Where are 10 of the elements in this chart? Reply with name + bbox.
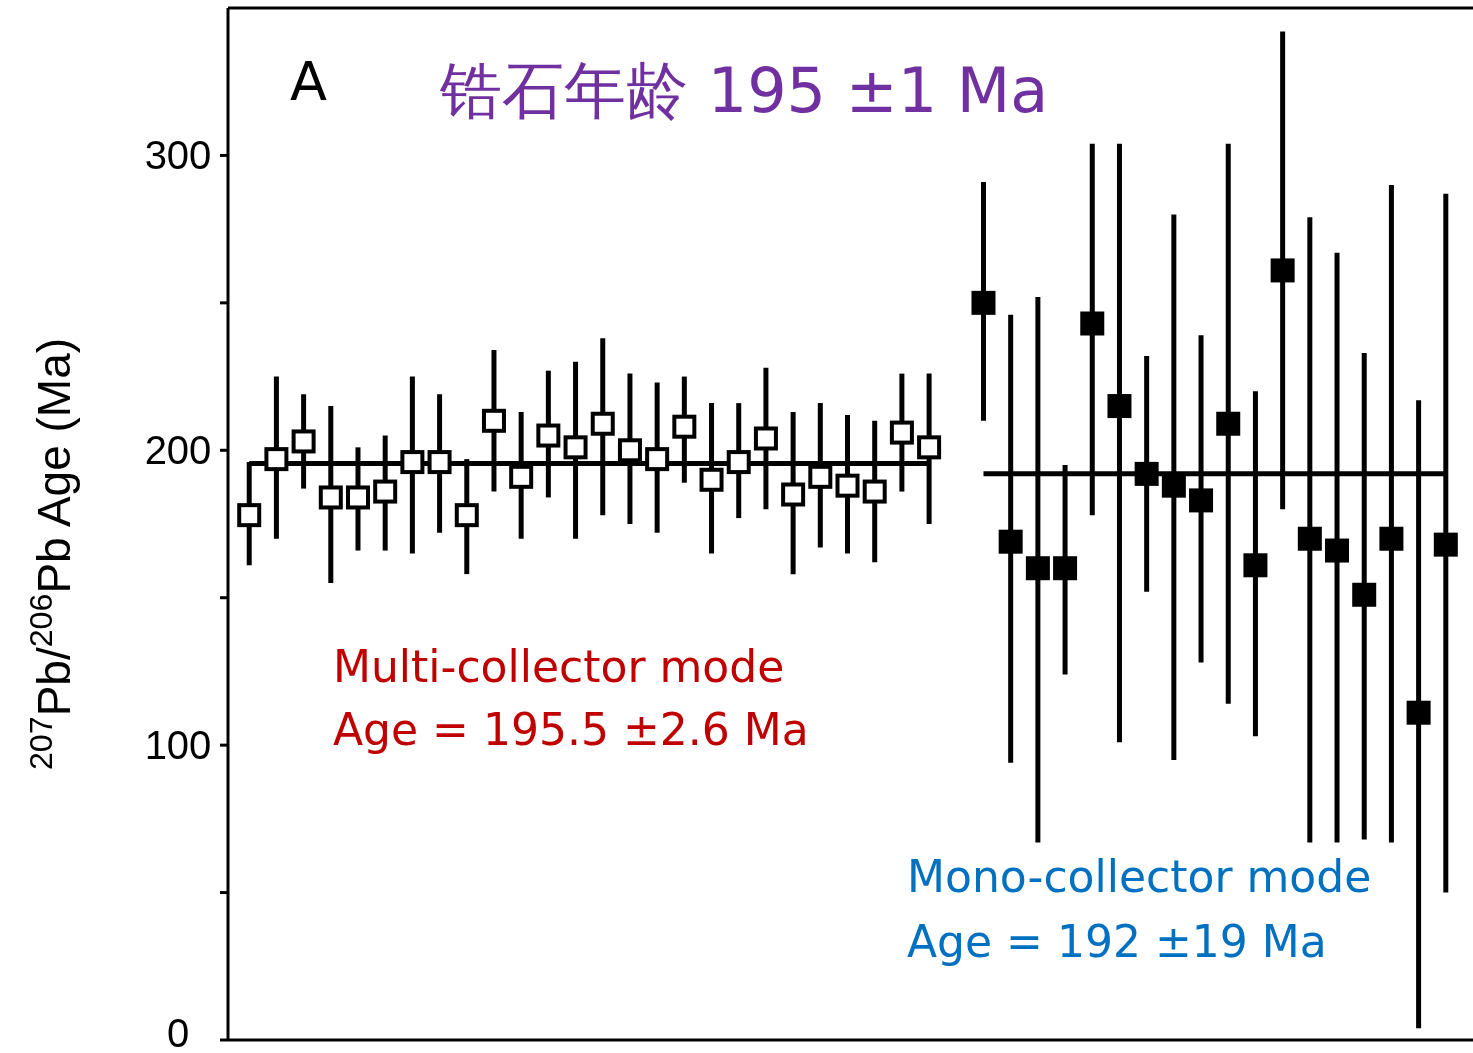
y-tick-label: 200: [144, 428, 212, 473]
annotation: A: [290, 50, 327, 113]
y-tick-label: 100: [144, 723, 212, 768]
annotation: Age = 195.5 ±2.6 Ma: [333, 704, 809, 755]
y-tick-label: 300: [144, 133, 212, 178]
annotation: Mono-collector mode: [907, 851, 1372, 902]
y-tick-label: 0: [166, 1011, 190, 1053]
annotation: Multi-collector mode: [333, 641, 785, 692]
annotation: Age = 192 ±19 Ma: [907, 916, 1327, 967]
text: 锆石年龄 195 ±1 Ma: [439, 54, 1049, 127]
